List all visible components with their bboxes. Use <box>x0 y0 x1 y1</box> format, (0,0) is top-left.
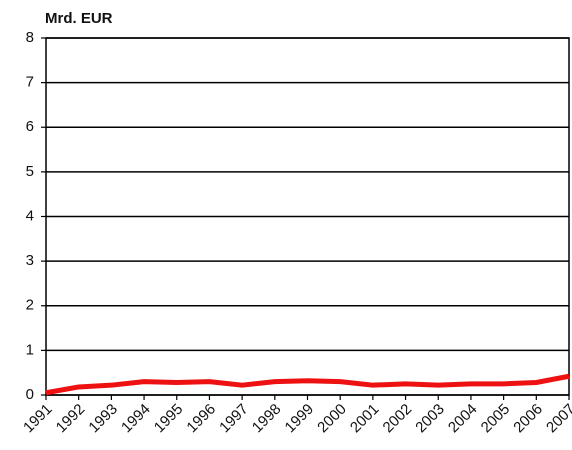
x-tick-label: 1991 <box>20 401 56 437</box>
x-tick-label: 1993 <box>85 401 121 437</box>
x-tick-label: 2001 <box>347 401 383 437</box>
y-tick-label: 4 <box>26 207 34 224</box>
y-tick-label: 5 <box>26 163 34 180</box>
y-tick-label: 8 <box>26 29 34 46</box>
x-tick-label: 2000 <box>314 401 350 437</box>
x-tick-label: 2005 <box>478 401 514 437</box>
y-tick-label: 3 <box>26 252 34 269</box>
y-axis-label: Mrd. EUR <box>45 10 113 27</box>
x-tick-label: 2007 <box>543 401 572 437</box>
y-tick-label: 7 <box>26 74 34 91</box>
y-tick-label: 6 <box>26 118 34 135</box>
y-tick-label: 0 <box>26 386 34 403</box>
x-tick-label: 2004 <box>445 401 481 437</box>
x-tick-label: 2002 <box>380 401 416 437</box>
x-tick-label: 2006 <box>510 401 546 437</box>
data-line <box>45 373 570 396</box>
y-tick-label: 1 <box>26 341 34 358</box>
x-tick-label: 1999 <box>282 401 318 437</box>
x-tick-label: 1997 <box>216 401 252 437</box>
x-tick-label: 1992 <box>53 401 89 437</box>
x-tick-label: 1995 <box>151 401 187 437</box>
y-tick-label: 2 <box>26 297 34 314</box>
x-tick-label: 1994 <box>118 401 154 437</box>
x-tick-label: 2003 <box>412 401 448 437</box>
x-tick-label: 1998 <box>249 401 285 437</box>
x-tick-label: 1996 <box>183 401 219 437</box>
